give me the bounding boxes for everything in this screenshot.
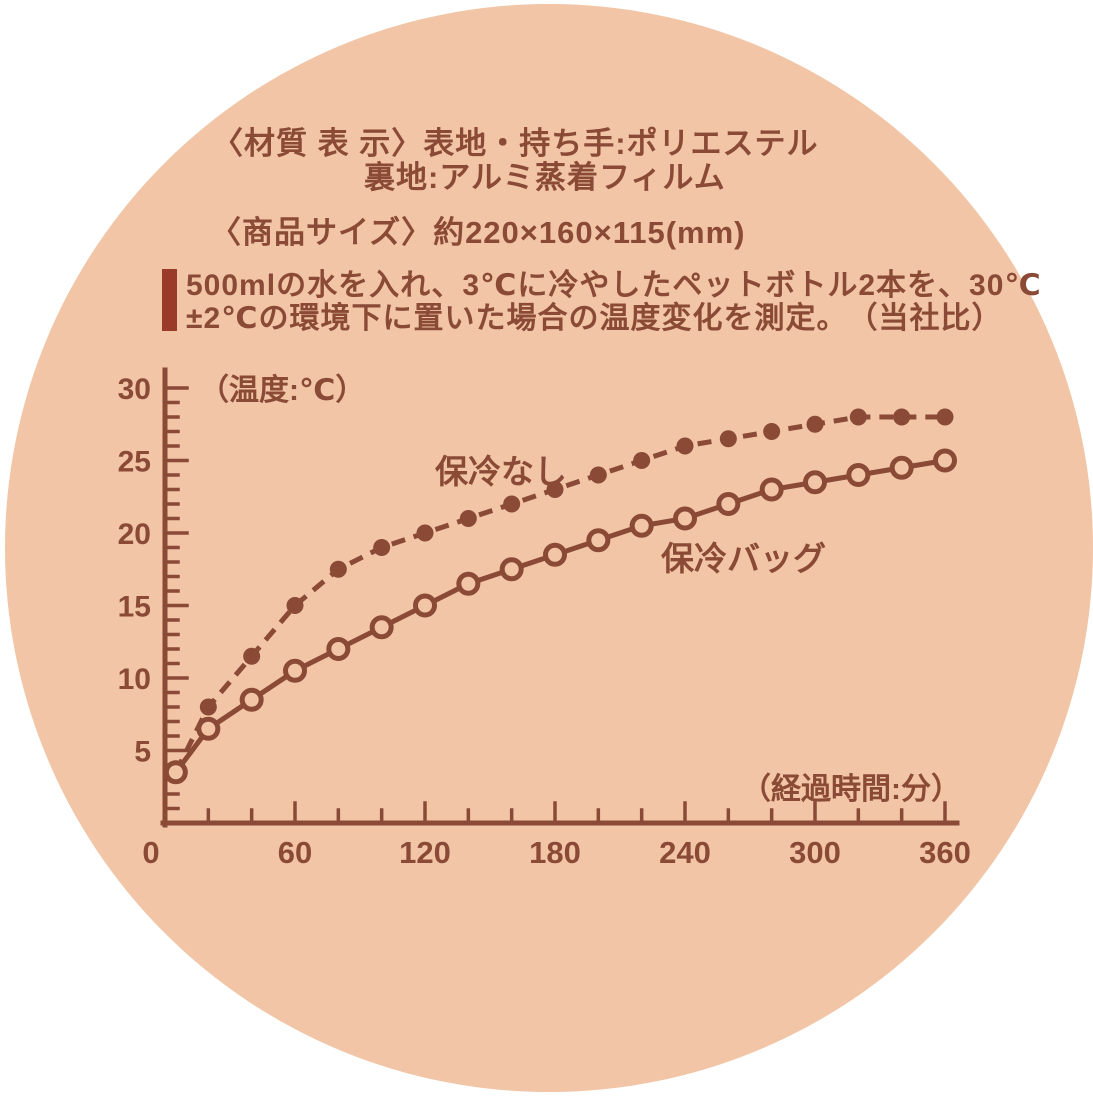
series-cooler-bag-point — [586, 528, 611, 553]
series-cooler-bag-point — [629, 513, 654, 538]
x-tick-label: 180 — [529, 835, 581, 870]
materials-line1: 〈材質 表 示〉表地・持ち手:ポリエステル — [212, 127, 819, 161]
note-accent-bar — [162, 269, 177, 331]
x-axis-title: （経過時間:分） — [741, 772, 961, 806]
series-no-cooling-point — [243, 647, 261, 665]
series-cooler-bag-point — [326, 637, 351, 661]
series-cooler-bag-point — [163, 760, 188, 785]
series-no-cooling-point — [589, 466, 607, 484]
series-no-cooling-point — [459, 510, 477, 527]
series-no-cooling-point — [329, 560, 347, 578]
note-line1: 500mlの水を入れ、3℃に冷やしたペットボトル2本を、30℃ — [186, 269, 1042, 302]
x-tick-label: 60 — [278, 835, 312, 870]
series-cooler-bag-point — [759, 477, 784, 502]
x-tick-label: 120 — [399, 835, 451, 870]
series-cooler-bag-line — [173, 458, 946, 774]
y-tick-label: 30 — [118, 373, 151, 406]
series-no-cooling-point — [199, 698, 217, 716]
series-no-cooling-point — [806, 415, 824, 433]
series-cooler-bag-point — [369, 615, 394, 640]
series-cooler-bag-point — [543, 542, 567, 567]
series-no-cooling-point — [633, 452, 651, 469]
series-no-cooling-point — [763, 423, 781, 440]
series-cooler-bag-point — [456, 571, 481, 596]
y-tick-label: 20 — [118, 518, 151, 551]
series-cooler-bag-point — [889, 455, 914, 480]
series-no-cooling-point — [849, 408, 867, 426]
materials-outer-text: 表地・持ち手:ポリエステル — [423, 126, 819, 161]
test-conditions-note: 500mlの水を入れ、3℃に冷やしたペットボトル2本を、30℃ ±2℃の環境下に… — [162, 269, 1042, 335]
series-cooler-bag-point — [413, 593, 437, 618]
series-cooler-bag-point — [673, 506, 697, 531]
y-tick-label: 25 — [118, 446, 151, 479]
y-tick-label: 10 — [118, 663, 151, 696]
x-tick-label: 240 — [659, 835, 711, 870]
series-no-cooling-point — [546, 481, 564, 498]
materials-spec-block: 〈材質 表 示〉表地・持ち手:ポリエステル 裏地:アルミ蒸着フィルム — [212, 127, 819, 195]
x-tick-label: 300 — [789, 835, 841, 870]
series-no-cooling-point — [373, 539, 391, 556]
y-tick-label: 15 — [118, 591, 151, 624]
label-cooler-bag: 保冷バッグ — [661, 540, 826, 577]
series-cooler-bag-point — [196, 716, 221, 741]
series-no-cooling-point — [936, 408, 954, 426]
x-tick-label: 360 — [919, 835, 971, 870]
series-cooler-bag-point — [283, 658, 307, 683]
product-size-line: 〈商品サイズ〉約220×160×115(mm) — [210, 215, 746, 250]
note-comparison-tag: （当社比） — [847, 302, 1003, 335]
series-no-cooling-point — [286, 597, 304, 614]
series-no-cooling-point — [416, 524, 434, 542]
series-cooler-bag-point — [239, 687, 264, 712]
materials-line2: 裏地:アルミ蒸着フィルム — [364, 160, 726, 195]
y-axis-title: （温度:℃） — [199, 373, 365, 407]
series-cooler-bag-point — [803, 470, 827, 495]
note-line2-text: ±2℃の環境下に置いた場合の温度変化を測定。 — [186, 302, 848, 335]
note-line2: ±2℃の環境下に置いた場合の温度変化を測定。 （当社比） — [186, 302, 1001, 335]
series-cooler-bag-point — [846, 463, 871, 487]
series-cooler-bag-point — [716, 492, 741, 516]
series-cooler-bag-point — [933, 448, 957, 473]
series-no-cooling-point — [503, 495, 521, 513]
label-no-cooling: 保冷なし — [435, 453, 567, 490]
series-no-cooling-point — [719, 430, 737, 448]
x-tick-label: 0 — [142, 835, 159, 870]
series-cooler-bag-point — [499, 557, 524, 582]
series-no-cooling-point — [676, 437, 694, 455]
materials-label: 〈材質 表 示〉 — [212, 126, 424, 161]
series-no-cooling-point — [893, 408, 911, 426]
note-text: 500mlの水を入れ、3℃に冷やしたペットボトル2本を、30℃ ±2℃の環境下に… — [186, 269, 1042, 335]
y-tick-label: 5 — [134, 736, 151, 769]
